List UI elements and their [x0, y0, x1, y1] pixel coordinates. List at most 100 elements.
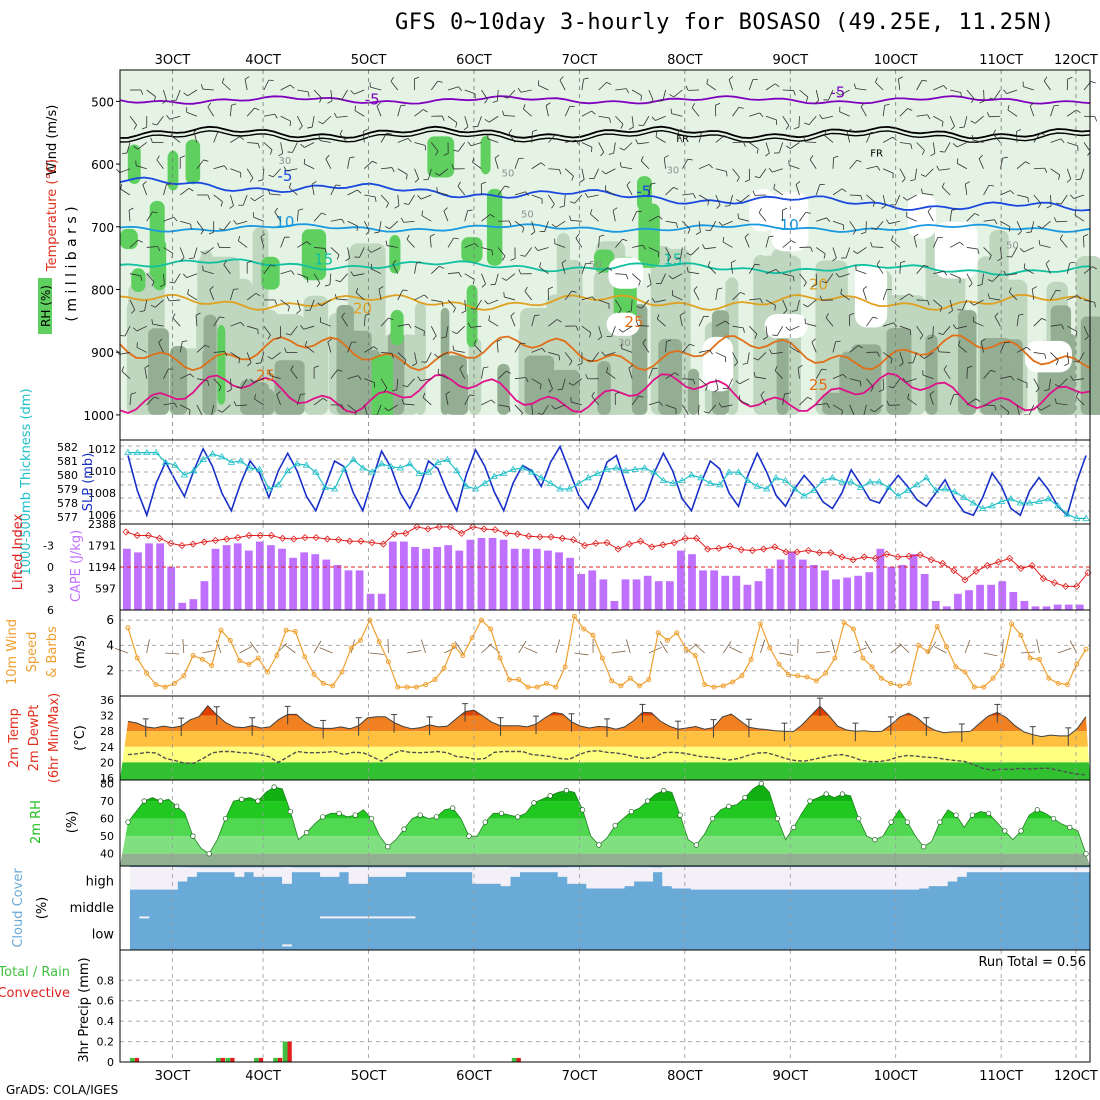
cape-tick-label: 1194 [88, 561, 116, 574]
lifted-marker [446, 523, 454, 531]
wind-barb [648, 89, 654, 101]
wind-barb [875, 81, 884, 91]
wind-barb-flag [1006, 256, 1012, 258]
wind-barb [822, 115, 834, 120]
wind-barb-flag [927, 336, 933, 340]
wind-barb [1066, 262, 1071, 274]
wind-barb [949, 394, 955, 406]
wind-barb-flag [756, 148, 759, 154]
wind-barb [403, 220, 415, 223]
wind-barb-flag [804, 122, 810, 126]
wind-barb [392, 263, 399, 274]
wind-barb-flag [193, 128, 199, 133]
lifted-marker [413, 523, 421, 531]
wind-barb-flag [322, 397, 328, 402]
wind-barb-flag [249, 177, 254, 183]
wind-barb [824, 135, 834, 143]
lifted-marker [234, 534, 242, 542]
wind10-barb [369, 652, 384, 655]
wind-barb [730, 262, 733, 274]
wind-barb [641, 299, 650, 309]
lifted-marker [189, 540, 197, 548]
wind-barb [621, 348, 633, 353]
wind-barb [722, 220, 733, 226]
wind-barb-flag [608, 152, 614, 155]
rh2m-marker [628, 808, 635, 815]
wind-barb-flag [362, 128, 368, 132]
wind10-marker [981, 684, 987, 690]
wind-barb [1083, 326, 1089, 337]
wind-barb [481, 89, 488, 100]
wind-barb [221, 82, 231, 91]
wind-barb [807, 299, 817, 308]
wind-barb [155, 299, 164, 308]
wind10-marker [302, 654, 308, 660]
wind-barb [464, 394, 470, 406]
wind-barb-flag [453, 149, 459, 152]
wind-barb [1083, 266, 1093, 275]
wind-barb [1045, 263, 1051, 274]
cloud-gap-high [168, 867, 178, 890]
thickness-marker [518, 464, 527, 471]
wind10-marker [720, 683, 726, 689]
wind-barb-flag [1076, 109, 1081, 114]
wind10-barb [816, 651, 831, 654]
rh2m-marker [498, 810, 505, 816]
wind-barb-flag [569, 201, 575, 204]
wind-barb [472, 161, 482, 170]
isotherm-line [119, 293, 1091, 311]
wind-barb-flag [182, 340, 188, 343]
wind-barb-flag [400, 217, 404, 223]
wind-barb [196, 159, 204, 169]
ylabel-rh2m: 2m RH [29, 800, 44, 844]
wind-barb-flag [159, 284, 165, 288]
lifted-marker [368, 539, 376, 547]
rh2m-marker [807, 798, 813, 804]
wind-barb-flag [541, 348, 546, 353]
rh-pocket-white [771, 191, 809, 252]
wind-barb [882, 168, 894, 174]
wind-barb [1056, 402, 1068, 406]
wind10-marker [711, 684, 717, 690]
wind-barb [548, 319, 558, 327]
rh2m-marker [1034, 807, 1040, 813]
isotherm-label: 25 [625, 313, 644, 331]
wind-barb [414, 352, 418, 364]
wind-barb-flag [959, 126, 965, 129]
wind-barb [163, 368, 169, 379]
wind-barb-flag [247, 362, 252, 367]
wind-barb [146, 89, 156, 97]
wind-barb-flag [728, 76, 734, 80]
wind-barb [397, 168, 408, 175]
wind-barb-flag [577, 363, 583, 366]
cloud-gap-high [852, 867, 863, 890]
wind-barb-flag [1008, 287, 1012, 293]
wind-barb-flag [929, 390, 935, 395]
rh2m-marker [823, 791, 829, 797]
wind-barb-flag [871, 227, 877, 231]
wind-barb-flag [922, 150, 925, 156]
wind-barb [246, 293, 257, 301]
wind10-marker [311, 672, 317, 677]
ylabel-cloud: Cloud Cover [11, 868, 26, 948]
wind-barb-flag [260, 233, 266, 238]
cloud-gap-high [890, 867, 901, 890]
wind-barb-flag [250, 197, 255, 202]
wind-barb-flag [223, 165, 228, 170]
rh-blob-high [131, 268, 146, 293]
wind-barb-flag [1027, 197, 1029, 203]
wind-barb-flag [357, 375, 362, 380]
wind-barb [663, 157, 666, 169]
rh-contour-label: 30 [667, 165, 680, 176]
wind-barb [163, 89, 167, 101]
cloud-gap-high [424, 867, 435, 873]
wind-barb-flag [437, 80, 443, 83]
wind10-marker [525, 684, 531, 690]
ylabel-rh2m-units: (%) [65, 811, 80, 834]
wind-barb-flag [274, 299, 278, 305]
cape-bar [1031, 606, 1040, 610]
wind-barb [732, 352, 739, 363]
rh-blob-mid [414, 302, 426, 415]
precip-total-bar [130, 1057, 135, 1062]
